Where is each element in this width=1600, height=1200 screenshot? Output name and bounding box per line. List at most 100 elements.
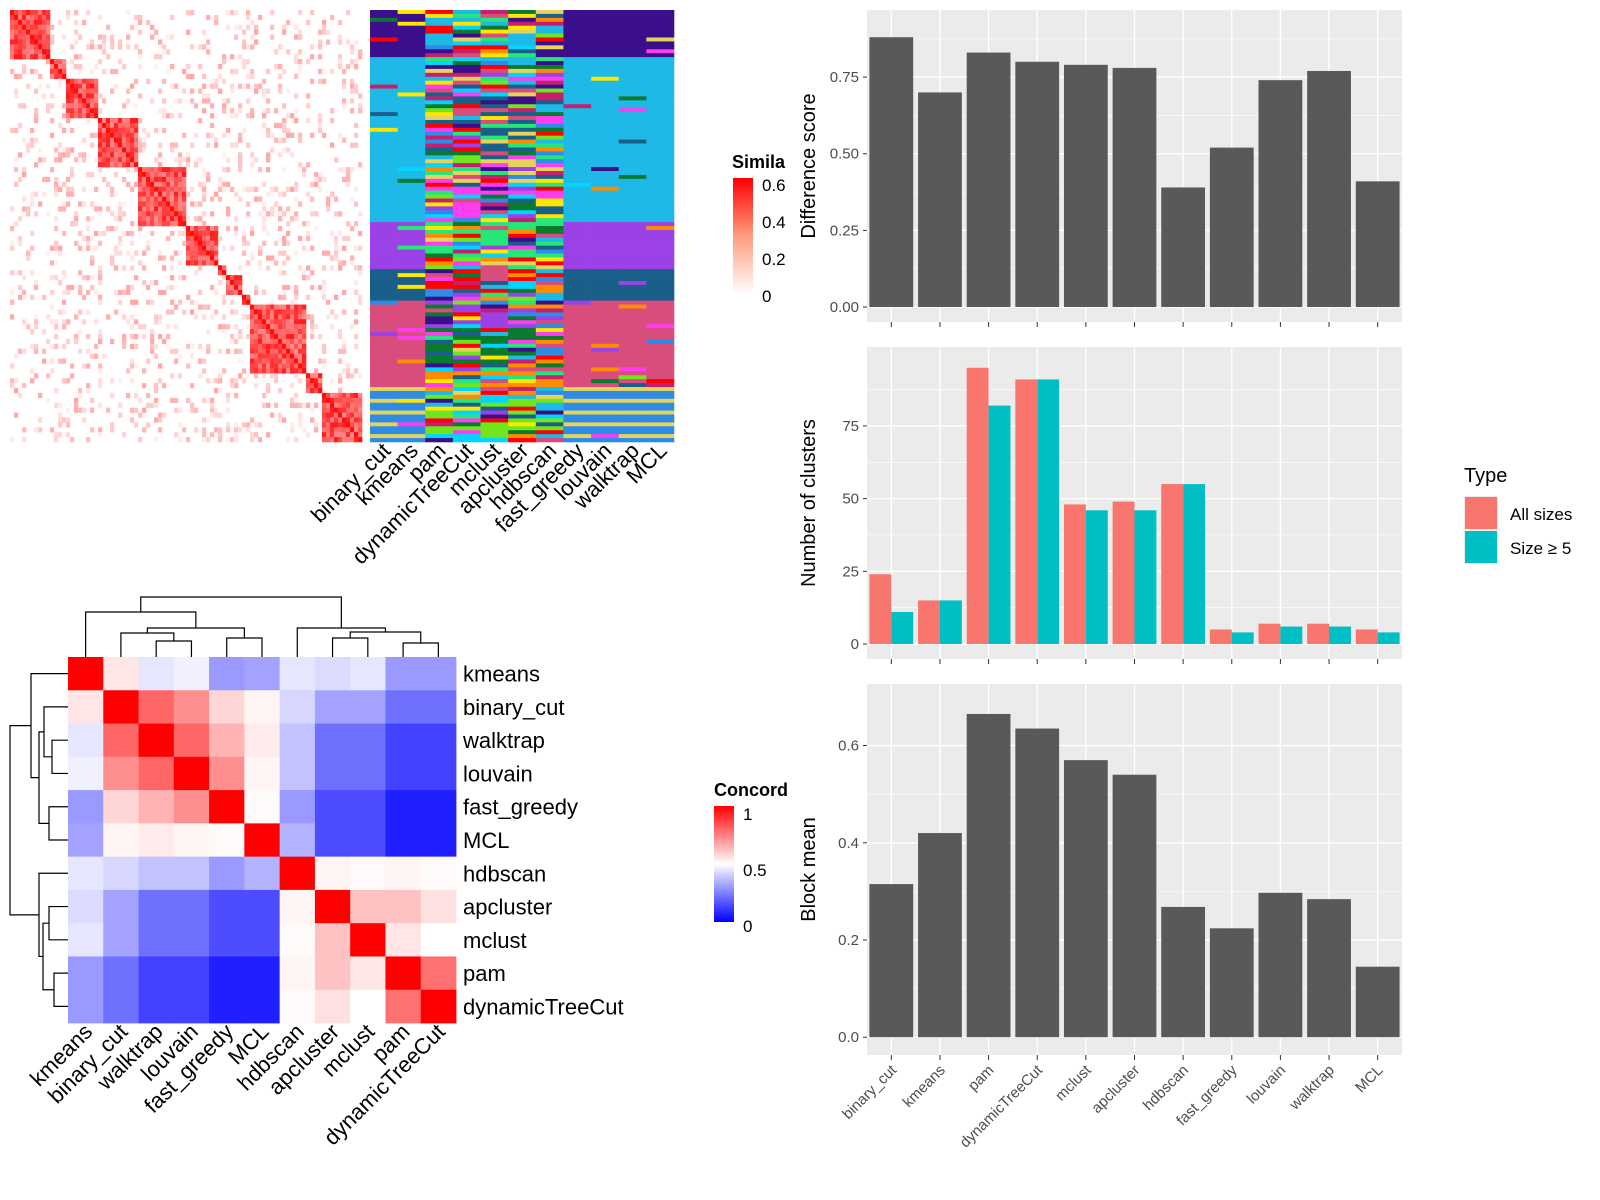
- concordance-cell: [279, 823, 316, 858]
- bar: [939, 600, 962, 645]
- concordance-cell: [103, 723, 139, 758]
- concordance-cell: [173, 989, 210, 1024]
- concordance-cell: [244, 690, 281, 724]
- concordance-row-label: walktrap: [462, 728, 545, 753]
- concordance-cell: [138, 690, 175, 724]
- dendrogram-branch: [155, 640, 193, 657]
- concordance-cell: [209, 889, 245, 924]
- concordance-cell: [209, 956, 245, 991]
- concordance-cell: [350, 790, 386, 824]
- concordance-cell: [350, 989, 386, 1024]
- concordance-cell: [138, 756, 175, 791]
- bar: [1258, 80, 1303, 308]
- bar-charts: 0.00 0.25 0.50 0.75 Difference score 0 25 50 75 N…: [798, 10, 1402, 1151]
- bar: [869, 884, 914, 1038]
- concordance-cell: [173, 657, 210, 691]
- concordance-cell: [173, 690, 210, 724]
- concordance-row-label: apcluster: [463, 895, 552, 920]
- x-tick-label: walktrap: [1286, 1062, 1338, 1114]
- type-legend-label-all-sizes: All sizes: [1510, 505, 1572, 524]
- x-tick-label: pam: [965, 1062, 998, 1095]
- dendrogram-branch: [48, 905, 68, 941]
- concordance-cell: [420, 790, 457, 824]
- concordance-cell: [209, 823, 245, 858]
- bar: [918, 92, 962, 308]
- bar: [1258, 892, 1303, 1038]
- type-legend-swatch-size5: [1465, 531, 1497, 563]
- concordance-row-label: MCL: [463, 828, 509, 853]
- concordance-legend-tick: 1: [743, 805, 752, 824]
- concordance-legend-title: Concord: [714, 780, 788, 800]
- concordance-cell: [103, 889, 139, 924]
- dendrogram-branch: [402, 642, 439, 657]
- concordance-cell: [68, 889, 104, 924]
- concordance-cell: [138, 790, 175, 824]
- y-tick-label: 0.6: [838, 738, 859, 755]
- y-tick-label: 0.25: [830, 222, 859, 239]
- concordance-cell: [314, 923, 351, 957]
- bar-chart-panel: 0.0 0.2 0.4 0.6 Block mean binary_cut kmeans pa…: [798, 684, 1402, 1151]
- bar: [1015, 728, 1060, 1038]
- bar: [1015, 379, 1038, 645]
- concordance-cell: [173, 790, 210, 824]
- concordance-cell: [420, 723, 457, 758]
- concordance-cell: [103, 657, 139, 691]
- concordance-cell: [385, 956, 422, 991]
- concordance-cell: [138, 823, 175, 858]
- concordance-cell: [103, 756, 139, 791]
- concordance-cell: [420, 657, 457, 691]
- similarity-matrix: [10, 10, 363, 443]
- concordance-cell: [173, 823, 210, 858]
- dendrogram-branch: [51, 739, 68, 775]
- concordance-legend: Concord 1 0.5 0: [714, 780, 788, 936]
- concordance-cell: [385, 923, 422, 957]
- concordance-cell: [244, 956, 281, 991]
- type-legend-swatch-all-sizes: [1465, 497, 1497, 529]
- bar: [869, 574, 892, 645]
- bar: [1355, 966, 1400, 1038]
- bar-chart-panel: 0.00 0.25 0.50 0.75 Difference score: [798, 10, 1402, 327]
- bar: [1112, 67, 1157, 308]
- concordance-cell: [314, 823, 351, 858]
- concordance-cell: [103, 690, 139, 724]
- similarity-heatmap: [10, 10, 363, 443]
- concordance-cell: [244, 856, 281, 891]
- concordance-cell: [385, 989, 422, 1024]
- concordance-cell: [138, 923, 175, 957]
- concordance-cell: [420, 889, 457, 924]
- bar: [966, 367, 989, 645]
- cluster-label-heatmap: [370, 10, 675, 443]
- bar: [891, 612, 914, 645]
- concordance-row-label: pam: [463, 961, 506, 986]
- concordance-cell: [244, 989, 281, 1024]
- similarity-legend-tick: 0.2: [762, 250, 786, 269]
- concordance-cell: [385, 790, 422, 824]
- concordance-cell: [350, 889, 386, 924]
- concordance-cell: [279, 956, 316, 991]
- bar: [1209, 928, 1254, 1038]
- concordance-cell: [314, 856, 351, 891]
- bar: [1161, 484, 1184, 645]
- concordance-cell: [68, 823, 104, 858]
- x-tick-label: apcluster: [1088, 1062, 1143, 1117]
- concordance-cell: [385, 723, 422, 758]
- y-tick-label: 0.75: [830, 69, 859, 86]
- bar: [918, 833, 962, 1038]
- concordance-cell: [138, 989, 175, 1024]
- concordance-row-label: binary_cut: [463, 695, 565, 720]
- concordance-cell: [279, 657, 316, 691]
- bar: [966, 52, 1011, 308]
- y-tick-label: 75: [842, 418, 859, 435]
- bar: [1307, 899, 1351, 1038]
- bar: [1307, 70, 1351, 308]
- concordance-row-label: fast_greedy: [463, 795, 578, 820]
- x-tick-label: MCL: [1352, 1062, 1386, 1096]
- concordance-cell: [385, 756, 422, 791]
- concordance-cell: [68, 856, 104, 891]
- concordance-cell: [420, 989, 457, 1024]
- bar: [1161, 187, 1206, 308]
- concordance-cell: [173, 723, 210, 758]
- bar: [966, 713, 1011, 1038]
- bar: [918, 600, 940, 645]
